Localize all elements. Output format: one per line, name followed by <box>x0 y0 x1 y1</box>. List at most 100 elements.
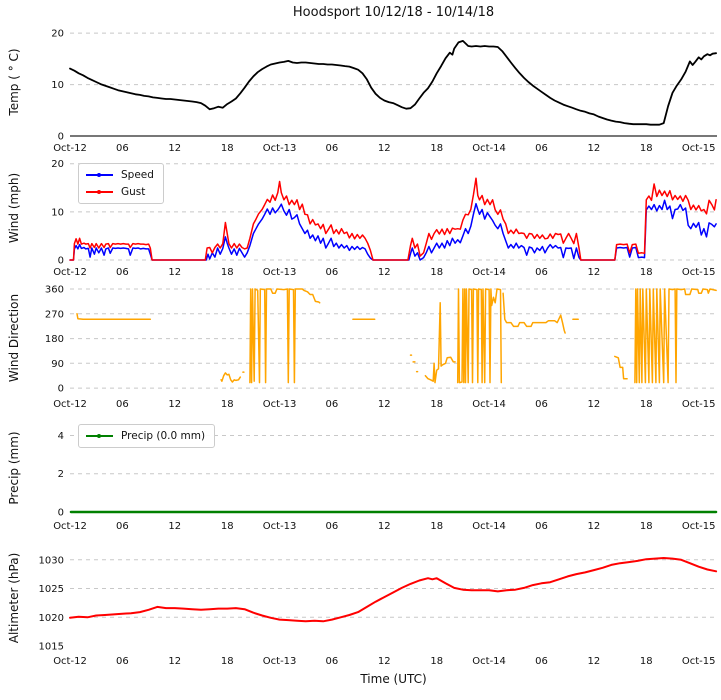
dir-series-direction <box>76 288 717 384</box>
wind-xtick-18: 18 <box>430 267 443 278</box>
alt-xtick-Oct-12: Oct-12 <box>53 656 87 667</box>
alt-ytick-1020: 1020 <box>39 613 64 624</box>
temp-xtick-06: 06 <box>116 143 129 154</box>
dir-xtick-12: 12 <box>378 399 391 410</box>
precip-xtick-18: 18 <box>221 521 234 532</box>
temp-xtick-Oct-14: Oct-14 <box>472 143 506 154</box>
alt-xtick-Oct-13: Oct-13 <box>263 656 297 667</box>
wind-ytick-10: 10 <box>51 207 64 218</box>
precip-xtick-12: 12 <box>378 521 391 532</box>
precip-xtick-06: 06 <box>326 521 339 532</box>
wind-xtick-06: 06 <box>326 267 339 278</box>
alt-xtick-06: 06 <box>535 656 548 667</box>
precip-xtick-Oct-13: Oct-13 <box>263 521 297 532</box>
alt-xtick-12: 12 <box>168 656 181 667</box>
alt-xtick-06: 06 <box>116 656 129 667</box>
precip-line-icon <box>86 434 113 438</box>
temp-xtick-12: 12 <box>378 143 391 154</box>
precip-xtick-18: 18 <box>430 521 443 532</box>
alt-xtick-12: 12 <box>378 656 391 667</box>
precip-xtick-12: 12 <box>168 521 181 532</box>
wind-xtick-12: 12 <box>588 267 601 278</box>
alt-series-altimeter <box>69 557 718 623</box>
precip-ytick-2: 2 <box>58 469 64 480</box>
temp-xtick-Oct-12: Oct-12 <box>53 143 87 154</box>
temp-series-temp <box>69 40 717 126</box>
precip-xtick-18: 18 <box>640 521 653 532</box>
dir-xtick-06: 06 <box>326 399 339 410</box>
gust-line-icon <box>86 190 113 194</box>
precip-xtick-06: 06 <box>116 521 129 532</box>
precip-xtick-Oct-14: Oct-14 <box>472 521 506 532</box>
temp-xtick-18: 18 <box>430 143 443 154</box>
temp-ytick-10: 10 <box>51 80 64 91</box>
precip-ytick-0: 0 <box>58 508 64 519</box>
precip-axis-label: Precip (mm) <box>7 431 21 505</box>
page-title: Hoodsport 10/12/18 - 10/14/18 <box>292 5 495 20</box>
dir-xtick-Oct-13: Oct-13 <box>263 399 297 410</box>
wind-xtick-06: 06 <box>116 267 129 278</box>
dir-ytick-270: 270 <box>45 309 64 320</box>
alt-xtick-12: 12 <box>588 656 601 667</box>
precip-ytick-4: 4 <box>58 431 64 442</box>
legend-label-precip: Precip (0.0 mm) <box>121 430 206 442</box>
dir-ytick-0: 0 <box>58 384 64 395</box>
precip-xtick-06: 06 <box>535 521 548 532</box>
wind-xtick-Oct-12: Oct-12 <box>53 267 87 278</box>
dir-xtick-12: 12 <box>168 399 181 410</box>
wind-axis-label: Wind (mph) <box>7 172 21 244</box>
wind-xtick-06: 06 <box>535 267 548 278</box>
precip-xtick-Oct-15: Oct-15 <box>682 521 716 532</box>
dir-ytick-90: 90 <box>51 359 64 370</box>
dir-xtick-06: 06 <box>116 399 129 410</box>
legend-label-gust: Gust <box>121 186 146 198</box>
alt-xtick-18: 18 <box>221 656 234 667</box>
temp-xtick-06: 06 <box>535 143 548 154</box>
wind-dir-axis-label: Wind Direction <box>7 293 21 383</box>
temp-xtick-18: 18 <box>640 143 653 154</box>
dir-xtick-Oct-12: Oct-12 <box>53 399 87 410</box>
alt-xtick-18: 18 <box>430 656 443 667</box>
dir-xtick-18: 18 <box>640 399 653 410</box>
precip-legend: Precip (0.0 mm) <box>78 424 216 448</box>
dir-xtick-18: 18 <box>221 399 234 410</box>
legend-entry-gust: Gust <box>86 186 154 198</box>
alt-xtick-Oct-14: Oct-14 <box>472 656 506 667</box>
legend-label-speed: Speed <box>121 169 154 181</box>
time-axis-label: Time (UTC) <box>360 672 427 686</box>
temp-ytick-0: 0 <box>58 132 64 143</box>
alt-ytick-1015: 1015 <box>39 642 64 653</box>
dir-xtick-18: 18 <box>430 399 443 410</box>
wind-legend: Speed Gust <box>78 163 164 204</box>
dir-ytick-180: 180 <box>45 334 64 345</box>
alt-xtick-06: 06 <box>326 656 339 667</box>
wind-ytick-0: 0 <box>58 256 64 267</box>
altimeter-axis-label: Altimeter (hPa) <box>7 552 21 644</box>
alt-xtick-18: 18 <box>640 656 653 667</box>
temp-xtick-12: 12 <box>588 143 601 154</box>
legend-entry-speed: Speed <box>86 169 154 181</box>
precip-xtick-12: 12 <box>588 521 601 532</box>
alt-xtick-Oct-15: Oct-15 <box>682 656 716 667</box>
temp-xtick-Oct-13: Oct-13 <box>263 143 297 154</box>
wind-ytick-20: 20 <box>51 159 64 170</box>
legend-entry-precip: Precip (0.0 mm) <box>86 430 205 442</box>
speed-line-icon <box>86 173 113 177</box>
wind-xtick-18: 18 <box>640 267 653 278</box>
wind-xtick-12: 12 <box>378 267 391 278</box>
wind-series-gust <box>69 177 717 261</box>
dir-xtick-Oct-15: Oct-15 <box>682 399 716 410</box>
alt-ytick-1030: 1030 <box>39 555 64 566</box>
dir-xtick-12: 12 <box>588 399 601 410</box>
dir-ytick-360: 360 <box>45 285 64 296</box>
temp-xtick-Oct-15: Oct-15 <box>682 143 716 154</box>
precip-xtick-Oct-12: Oct-12 <box>53 521 87 532</box>
temp-xtick-06: 06 <box>326 143 339 154</box>
temp-axis-label: Temp ( ° C) <box>7 48 21 116</box>
wind-xtick-Oct-14: Oct-14 <box>472 267 506 278</box>
temp-ytick-20: 20 <box>51 29 64 40</box>
temp-xtick-12: 12 <box>168 143 181 154</box>
wind-xtick-Oct-15: Oct-15 <box>682 267 716 278</box>
